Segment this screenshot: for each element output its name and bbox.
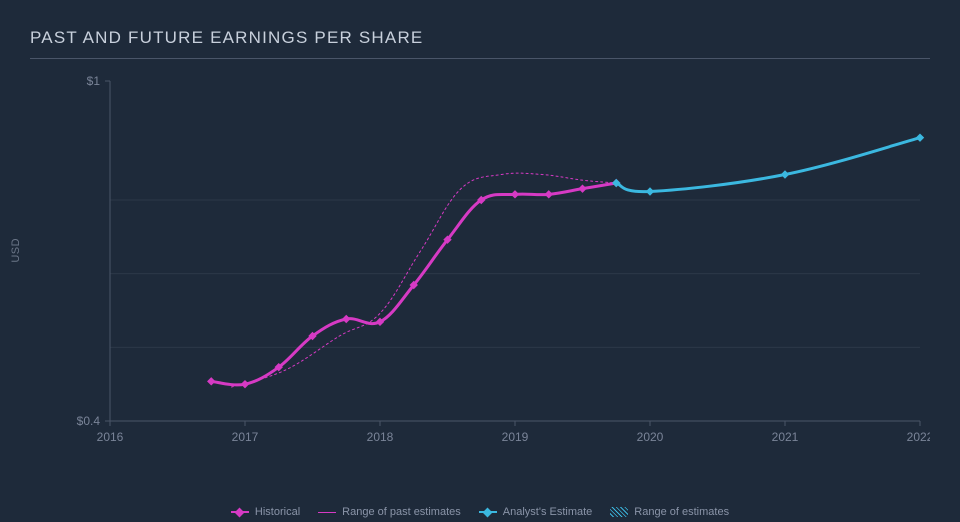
- plot-area: USD 2016201720182019202020212022$0.4$1: [30, 69, 930, 469]
- svg-text:$0.4: $0.4: [77, 414, 101, 428]
- legend-marker-icon: [479, 507, 497, 517]
- svg-text:2020: 2020: [637, 430, 664, 444]
- chart-container: PAST AND FUTURE EARNINGS PER SHARE USD 2…: [0, 0, 960, 522]
- y-axis-label: USD: [10, 238, 22, 263]
- svg-text:$1: $1: [87, 74, 101, 88]
- legend-item-estimate: Analyst's Estimate: [479, 506, 593, 518]
- legend-label: Historical: [255, 506, 300, 518]
- svg-text:2021: 2021: [772, 430, 799, 444]
- legend: Historical Range of past estimates Analyst…: [0, 506, 960, 518]
- chart-svg: 2016 2017 2018 2019 2020 2021 2022 $0.4 $1: [30, 69, 930, 469]
- legend-item-range_estimate: Range of estimates: [610, 506, 729, 518]
- svg-text:2022: 2022: [907, 430, 930, 444]
- legend-item-historical: Historical: [231, 506, 300, 518]
- svg-text:2019: 2019: [502, 430, 529, 444]
- legend-marker-icon: [318, 507, 336, 517]
- legend-label: Range of estimates: [634, 506, 729, 518]
- legend-label: Analyst's Estimate: [503, 506, 593, 518]
- svg-text:2018: 2018: [367, 430, 394, 444]
- legend-item-range_past: Range of past estimates: [318, 506, 461, 518]
- svg-text:2016: 2016: [97, 430, 124, 444]
- legend-marker-icon: [610, 507, 628, 517]
- legend-label: Range of past estimates: [342, 506, 461, 518]
- svg-text:2017: 2017: [232, 430, 259, 444]
- chart-title: PAST AND FUTURE EARNINGS PER SHARE: [30, 28, 930, 59]
- legend-marker-icon: [231, 507, 249, 517]
